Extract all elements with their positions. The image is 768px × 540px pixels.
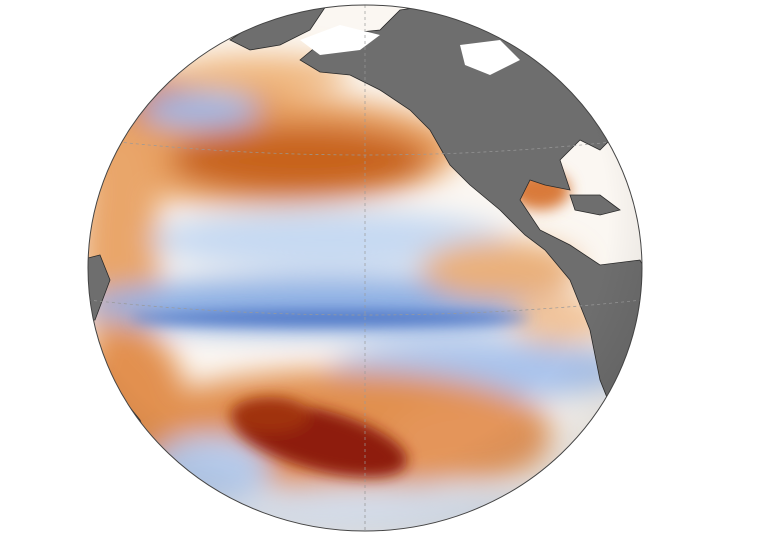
globe bbox=[88, 5, 642, 531]
globe-outline bbox=[87, 4, 643, 532]
globe-shading bbox=[88, 5, 642, 531]
